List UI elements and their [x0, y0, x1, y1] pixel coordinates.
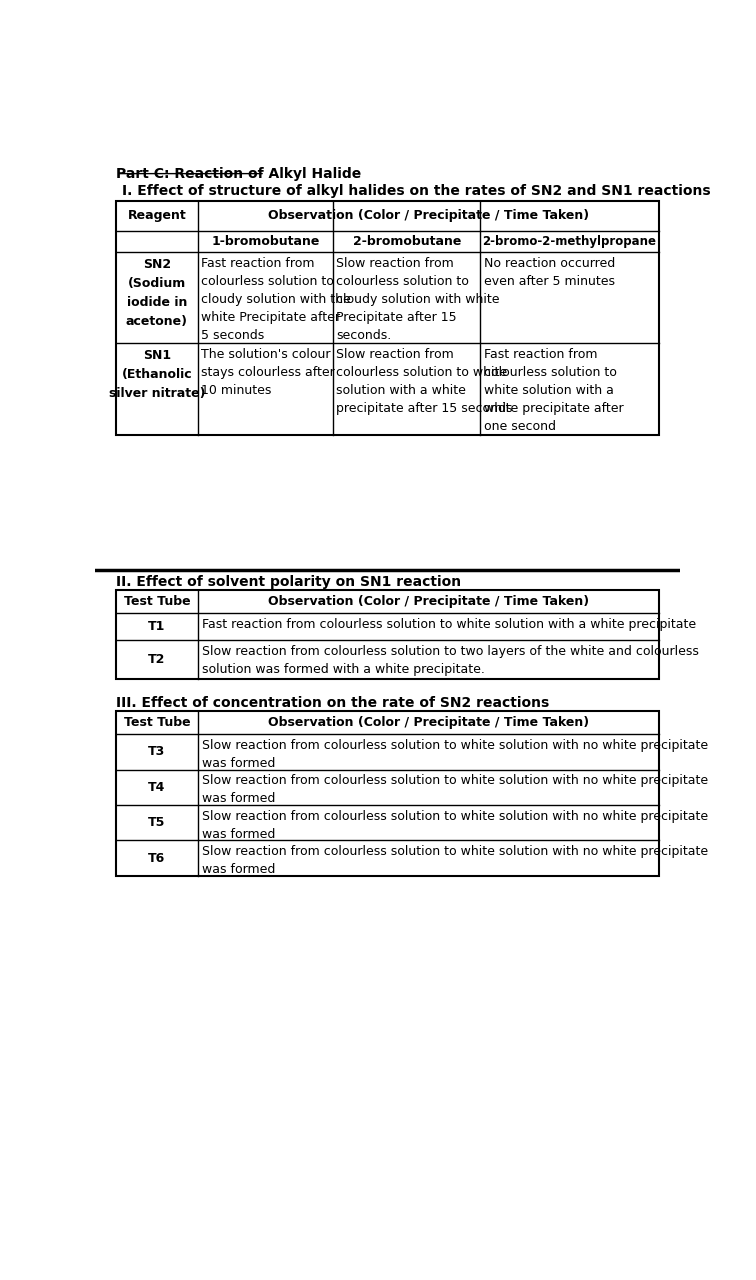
Bar — [116, 590, 658, 678]
Text: SN2
(Sodium
iodide in
acetone): SN2 (Sodium iodide in acetone) — [126, 259, 188, 328]
Text: Fast reaction from
colourless solution to
white solution with a
white precipitat: Fast reaction from colourless solution t… — [484, 348, 623, 433]
Text: T5: T5 — [148, 817, 166, 829]
Bar — [116, 712, 658, 876]
Text: T3: T3 — [148, 745, 166, 758]
Text: Observation (Color / Precipitate / Time Taken): Observation (Color / Precipitate / Time … — [268, 716, 589, 730]
Text: Slow reaction from colourless solution to white solution with no white precipita: Slow reaction from colourless solution t… — [202, 845, 708, 876]
Text: Test Tube: Test Tube — [123, 716, 191, 730]
Text: Observation (Color / Precipitate / Time Taken): Observation (Color / Precipitate / Time … — [268, 595, 589, 608]
Text: T4: T4 — [148, 781, 166, 794]
Text: No reaction occurred
even after 5 minutes: No reaction occurred even after 5 minute… — [484, 257, 615, 288]
Text: Observation (Color / Precipitate / Time Taken): Observation (Color / Precipitate / Time … — [268, 210, 589, 223]
Text: T6: T6 — [148, 851, 166, 865]
Text: Slow reaction from
colourless solution to white
solution with a white
precipitat: Slow reaction from colourless solution t… — [336, 348, 513, 415]
Text: Slow reaction from
colourless solution to
cloudy solution with white
Precipitate: Slow reaction from colourless solution t… — [336, 257, 500, 342]
Text: T2: T2 — [148, 653, 166, 666]
Text: Slow reaction from colourless solution to white solution with no white precipita: Slow reaction from colourless solution t… — [202, 739, 708, 769]
Text: The solution's colour
stays colourless after
10 minutes: The solution's colour stays colourless a… — [200, 348, 334, 397]
Text: 1-bromobutane: 1-bromobutane — [211, 234, 320, 248]
Text: Reagent: Reagent — [128, 210, 186, 223]
Text: Slow reaction from colourless solution to white solution with no white precipita: Slow reaction from colourless solution t… — [202, 774, 708, 805]
Text: Slow reaction from colourless solution to two layers of the white and colourless: Slow reaction from colourless solution t… — [202, 645, 699, 676]
Text: I. Effect of structure of alkyl halides on the rates of SN2 and SN1 reactions: I. Effect of structure of alkyl halides … — [122, 184, 710, 198]
Text: III. Effect of concentration on the rate of SN2 reactions: III. Effect of concentration on the rate… — [116, 695, 550, 709]
Text: T1: T1 — [148, 621, 166, 634]
Text: 2-bromo-2-methylpropane: 2-bromo-2-methylpropane — [482, 234, 656, 248]
Bar — [116, 201, 658, 435]
Text: Slow reaction from colourless solution to white solution with no white precipita: Slow reaction from colourless solution t… — [202, 810, 708, 841]
Text: Test Tube: Test Tube — [123, 595, 191, 608]
Text: Fast reaction from colourless solution to white solution with a white precipitat: Fast reaction from colourless solution t… — [202, 618, 696, 631]
Text: 2-bromobutane: 2-bromobutane — [352, 234, 461, 248]
Text: SN1
(Ethanolic
silver nitrate): SN1 (Ethanolic silver nitrate) — [109, 349, 205, 401]
Text: Part C: Reaction of Alkyl Halide: Part C: Reaction of Alkyl Halide — [116, 168, 361, 182]
Text: II. Effect of solvent polarity on SN1 reaction: II. Effect of solvent polarity on SN1 re… — [116, 575, 461, 589]
Text: Fast reaction from
colourless solution to
cloudy solution with the
white Precipi: Fast reaction from colourless solution t… — [200, 257, 351, 342]
